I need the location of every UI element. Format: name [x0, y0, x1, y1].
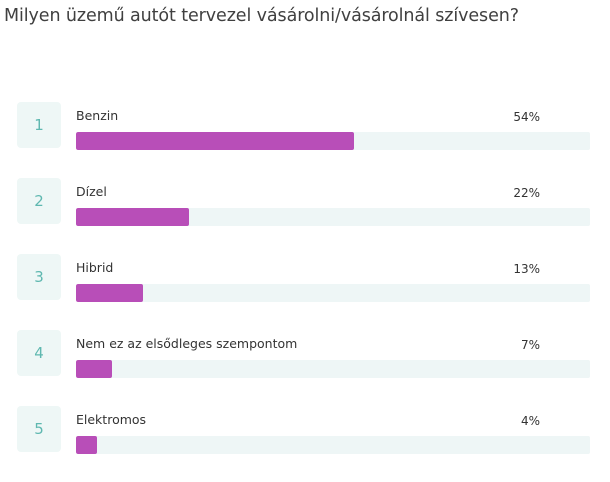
rank-badge: 3 — [17, 254, 61, 300]
rank-badge: 1 — [17, 102, 61, 148]
survey-question-title: Milyen üzemű autót tervezel vásárolni/vá… — [4, 6, 519, 26]
bar — [76, 132, 354, 150]
bar — [76, 436, 97, 454]
category-label: Benzin — [76, 108, 119, 123]
value-label: 7% — [520, 338, 540, 352]
rank-badge: 5 — [17, 406, 61, 452]
rank-badge: 4 — [17, 330, 61, 376]
bar-track — [76, 436, 590, 454]
value-label: 22% — [513, 186, 540, 200]
rank-badge: 2 — [17, 178, 61, 224]
result-row: 5 Elektromos 4% — [0, 406, 610, 482]
result-row: 3 Hibrid 13% — [0, 254, 610, 330]
result-row: 4 Nem ez az elsődleges szempontom 7% — [0, 330, 610, 406]
bar — [76, 360, 112, 378]
bar-track — [76, 360, 590, 378]
category-label: Nem ez az elsődleges szempontom — [76, 336, 298, 351]
bar — [76, 284, 143, 302]
value-label: 13% — [513, 262, 540, 276]
bar-track — [76, 284, 590, 302]
result-row: 1 Benzin 54% — [0, 102, 610, 178]
category-label: Hibrid — [76, 260, 114, 275]
bar-track — [76, 132, 590, 150]
value-label: 54% — [513, 110, 540, 124]
value-label: 4% — [520, 414, 540, 428]
bar — [76, 208, 190, 226]
bar-track — [76, 208, 590, 226]
category-label: Elektromos — [76, 412, 147, 427]
result-row: 2 Dízel 22% — [0, 178, 610, 254]
results-list: 1 Benzin 54% 2 Dízel 22% 3 Hibrid 13% 4 Nem ez az … — [0, 102, 610, 482]
category-label: Dízel — [76, 184, 107, 199]
